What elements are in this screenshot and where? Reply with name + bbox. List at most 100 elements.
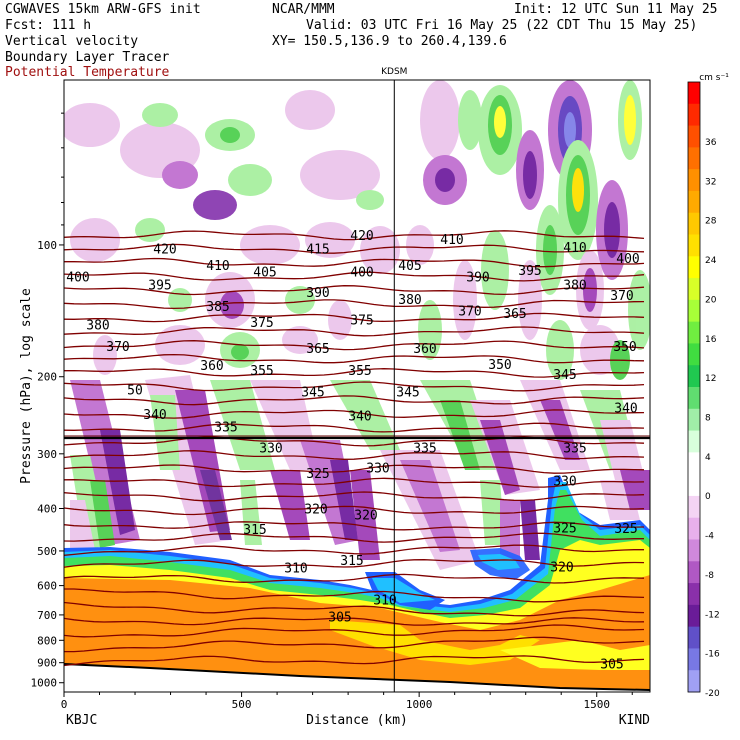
colorbar-swatch — [688, 539, 700, 562]
theta-label: 380 — [563, 278, 586, 293]
colorbar-unit: cm s⁻¹ — [699, 73, 729, 83]
theta-label: 345 — [396, 385, 419, 400]
y-tick-label: 400 — [37, 503, 57, 516]
theta-label: 410 — [206, 259, 229, 274]
theta-label: 315 — [340, 554, 363, 569]
theta-contour — [64, 271, 645, 282]
theta-contour — [64, 464, 645, 474]
y-tick-label: 600 — [37, 580, 57, 593]
theta-label: 325 — [306, 467, 329, 482]
x-axis-label: Distance (km) — [306, 713, 408, 728]
theta-label: 420 — [350, 229, 373, 244]
colorbar-swatch — [688, 278, 700, 301]
theta-label: 390 — [466, 270, 489, 285]
theta-contours — [64, 230, 645, 667]
colorbar-label: 32 — [705, 177, 716, 187]
org-label: NCAR/MMM — [272, 2, 335, 17]
colorbar-label: -16 — [705, 650, 720, 660]
y-tick-label: 500 — [37, 545, 57, 558]
theta-contour — [64, 491, 645, 502]
colorbar-label: 0 — [705, 492, 711, 502]
theta-contour — [64, 312, 645, 323]
init-time: Init: 12 UTC Sun 11 May 25 — [514, 2, 718, 17]
colorbar-label: -20 — [705, 689, 720, 699]
x-tick-label: 0 — [61, 698, 68, 711]
theta-label: 415 — [306, 243, 329, 258]
theta-label: 345 — [301, 385, 324, 400]
colorbar-label: -12 — [705, 610, 720, 620]
colorbar: 36 32 28 24 20 16 12 8 4 0 -4 -8 -12 -16 -20 — [687, 81, 720, 699]
colorbar-label: 4 — [705, 453, 711, 463]
y-tick-label: 1000 — [31, 677, 58, 690]
field-bl-tracer: Boundary Layer Tracer — [5, 50, 170, 65]
plot-frame — [63, 79, 651, 693]
y-tick-label: 100 — [37, 239, 57, 252]
colorbar-swatch — [688, 103, 700, 127]
theta-contour — [64, 299, 645, 310]
theta-contour — [64, 573, 645, 584]
colorbar-label: 16 — [705, 335, 717, 345]
colorbar-swatch — [688, 670, 700, 693]
colorbar-swatch — [688, 147, 700, 170]
cross-section-xy: XY= 150.5,136.9 to 260.4,139.6 — [272, 34, 507, 49]
theta-contour — [64, 477, 645, 488]
theta-label: 400 — [350, 266, 373, 281]
field-theta: Potential Temperature — [5, 65, 170, 80]
theta-label: 355 — [348, 364, 371, 379]
y-tick-label: 800 — [37, 634, 57, 647]
colorbar-swatch — [688, 299, 700, 323]
theta-label: 370 — [106, 340, 129, 355]
y-tick-label: 900 — [37, 657, 57, 670]
y-axis: 100 200 300 400 500 600 700 800 900 1000 — [31, 112, 64, 690]
colorbar-swatch — [688, 125, 700, 148]
theta-label: 310 — [284, 561, 307, 576]
theta-contour — [64, 230, 645, 241]
colorbar-label: 12 — [705, 374, 716, 384]
theta-label: 380 — [86, 319, 109, 334]
colorbar-swatch — [688, 321, 700, 344]
colorbar-swatch — [688, 387, 700, 410]
theta-label: 360 — [200, 359, 223, 374]
theta-label: 350 — [488, 358, 511, 373]
theta-contour — [64, 588, 645, 603]
colorbar-swatch — [688, 234, 700, 257]
colorbar-swatch — [688, 474, 700, 497]
theta-label: 50 — [127, 384, 143, 399]
theta-contour — [64, 257, 645, 268]
theta-contour — [64, 381, 645, 392]
theta-label: 375 — [350, 313, 373, 328]
theta-label: 325 — [553, 521, 576, 536]
theta-label: 400 — [616, 252, 639, 267]
colorbar-swatch — [688, 604, 700, 628]
theta-label: 340 — [614, 401, 637, 416]
theta-contour — [64, 422, 645, 433]
x-axis: 0 500 1000 1500 — [61, 692, 633, 711]
colorbar-swatch — [688, 452, 700, 475]
theta-label: 410 — [563, 241, 586, 256]
theta-label: 395 — [518, 264, 541, 279]
theta-label: 355 — [250, 364, 273, 379]
theta-contour — [64, 601, 645, 617]
colorbar-swatch — [688, 365, 700, 388]
theta-contour — [64, 544, 644, 556]
y-tick-label: 700 — [37, 609, 57, 622]
theta-contour — [64, 521, 645, 531]
forecast-hour: Fcst: 111 h — [5, 18, 92, 33]
theta-contour — [64, 395, 645, 406]
colorbar-swatch — [688, 190, 700, 214]
colorbar-swatch — [688, 583, 700, 606]
theta-label: 420 — [153, 243, 176, 258]
theta-contour — [64, 532, 644, 543]
theta-labels: 420 415 420 410 410 400 410 405 400 405 400 395 390 3… — [66, 229, 639, 673]
theta-label: 400 — [66, 270, 89, 285]
theta-label: 315 — [243, 523, 266, 538]
station-marker-label: KDSM — [381, 67, 407, 77]
colorbar-swatch — [688, 343, 700, 366]
theta-label: 325 — [614, 522, 637, 537]
theta-contour — [64, 243, 645, 254]
theta-contour — [64, 505, 645, 516]
x-tick-label: 1000 — [406, 698, 433, 711]
theta-label: 320 — [550, 560, 573, 575]
theta-label: 405 — [253, 266, 276, 281]
